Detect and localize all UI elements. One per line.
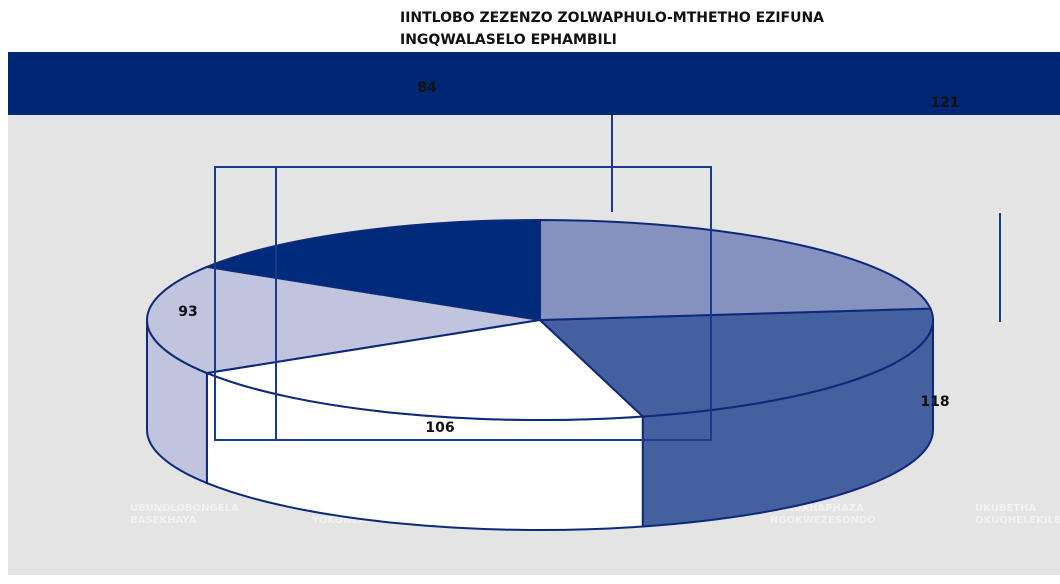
legend-label: OKUQHELEKILEYO xyxy=(975,515,1060,526)
value-label: 106 xyxy=(425,420,454,436)
chart-title: IINTLOBO ZEZENZO ZOLWAPHULO-MTHETHO EZIF… xyxy=(400,10,824,26)
value-label: 121 xyxy=(930,95,959,111)
legend-label: YOKONZAKALISA xyxy=(311,515,407,526)
legend-label: UBUNDLOBONGELA xyxy=(130,503,239,514)
value-label: 84 xyxy=(417,80,437,96)
decor-lines xyxy=(214,115,1001,441)
pie xyxy=(146,218,934,531)
header-band xyxy=(8,52,1060,115)
value-label: 93 xyxy=(178,304,197,320)
frame xyxy=(214,166,712,441)
value-label: 118 xyxy=(920,394,949,410)
slice xyxy=(203,318,646,421)
slice xyxy=(537,307,934,418)
legend-label: BASEKHAYA xyxy=(130,515,197,526)
slice xyxy=(539,218,932,322)
legend-label: ZOKUXHAPHAZA xyxy=(770,503,864,514)
chart-title: INGQWALASELO EPHAMBILI xyxy=(400,32,617,48)
slice xyxy=(146,265,541,375)
value-labels: 84 93 106 118 121 xyxy=(178,80,959,436)
slice xyxy=(203,218,541,322)
legend-label: UKUBETHA xyxy=(975,503,1036,514)
legend-label: NGOKWEZESONDO xyxy=(770,515,876,526)
